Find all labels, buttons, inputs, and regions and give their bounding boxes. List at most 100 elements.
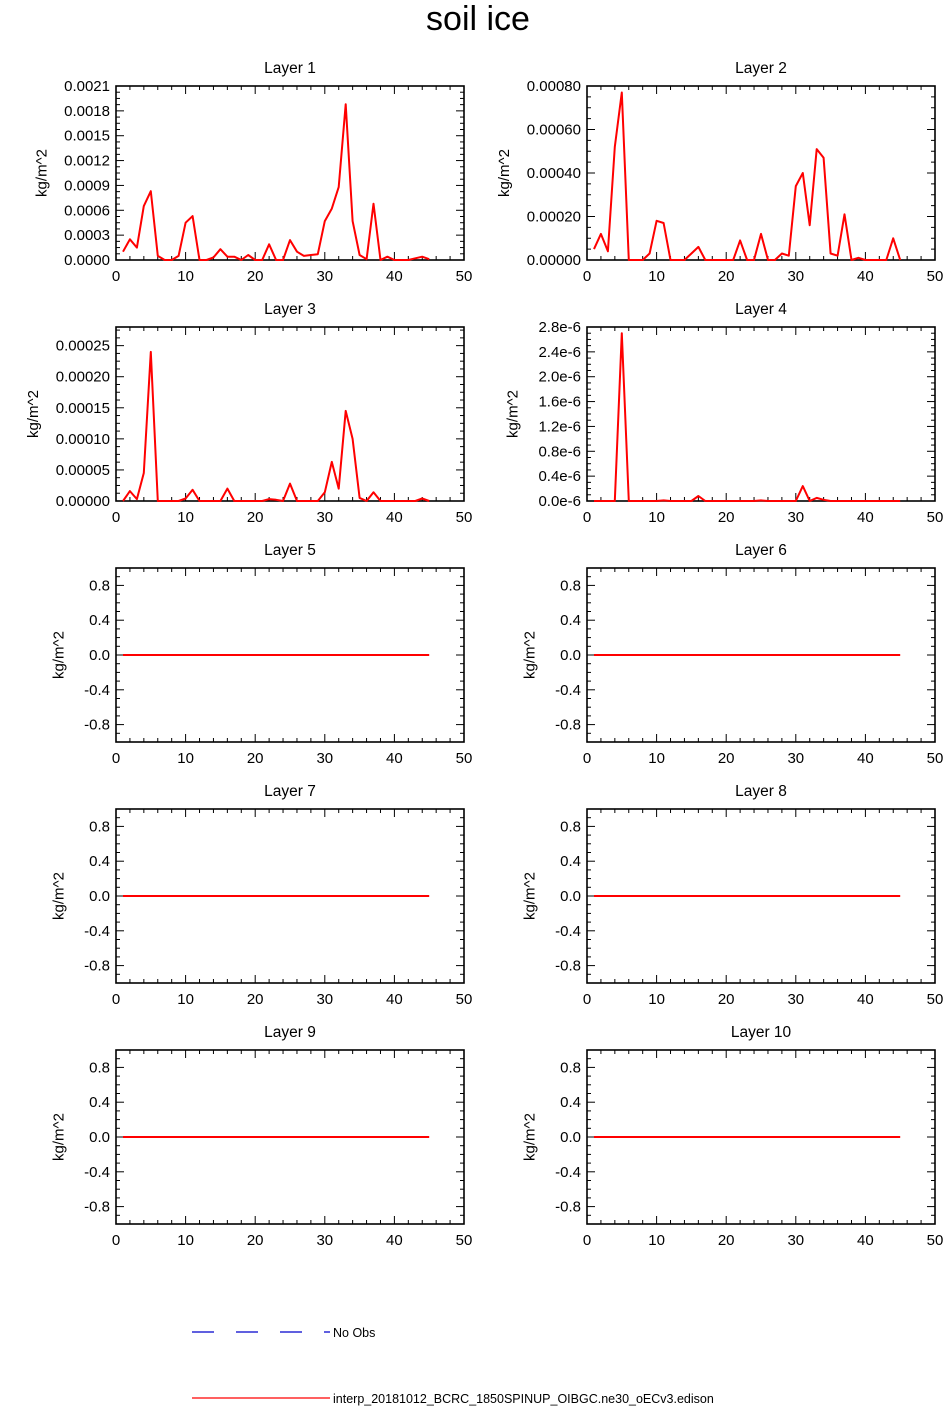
x-tick-label: 20 (718, 750, 735, 767)
y-tick-label: 0.8 (560, 818, 581, 835)
y-tick-label: 0.00000 (527, 252, 581, 269)
x-tick-label: 0 (583, 1232, 591, 1249)
x-tick-label: 20 (718, 268, 735, 285)
y-tick-label: 0.00020 (527, 209, 581, 226)
y-tick-label: 0.0009 (64, 177, 110, 194)
y-tick-label: 0.0000 (64, 252, 110, 269)
y-tick-label: -0.4 (555, 682, 581, 699)
panel-layer-7: Layer 7 0 10 20 30 40 50 -0.8 -0.4 0.0 0.4 0.8 kg/m^… (51, 783, 473, 1008)
series-line (122, 350, 430, 502)
x-tick-label: 50 (927, 1232, 944, 1249)
plot-frame (586, 326, 936, 502)
y-tick-label: 0.0 (560, 1129, 581, 1146)
y-tick-label: 0.0021 (64, 78, 110, 95)
y-tick-label: 0.4e-6 (538, 468, 581, 485)
series-line (122, 103, 430, 261)
x-tick-label: 20 (247, 509, 264, 526)
y-tick-label: 0.0012 (64, 153, 110, 170)
x-tick-label: 0 (112, 268, 120, 285)
y-tick-label: 0.00080 (527, 78, 581, 95)
y-tick-label: -0.8 (84, 1199, 110, 1216)
legend-label-no-obs: No Obs (333, 1326, 375, 1340)
y-tick-label: 0.8 (560, 1059, 581, 1076)
x-tick-label: 10 (177, 509, 194, 526)
x-tick-label: 30 (787, 268, 804, 285)
x-tick-label: 50 (927, 268, 944, 285)
y-axis-label: kg/m^2 (51, 1113, 68, 1161)
panel-title: Layer 10 (731, 1024, 792, 1041)
y-tick-label: 0.00040 (527, 165, 581, 182)
x-tick-label: 20 (718, 1232, 735, 1249)
panel-layer-5: Layer 5 0 10 20 30 40 50 -0.8 -0.4 0.0 0.4 0.8 kg/m^… (51, 542, 473, 767)
y-tick-label: -0.4 (84, 682, 110, 699)
y-tick-label: 0.00015 (56, 400, 110, 417)
x-tick-label: 40 (386, 509, 403, 526)
y-tick-label: 0.0003 (64, 227, 110, 244)
y-axis-label: kg/m^2 (496, 149, 513, 197)
panel-layer-9: Layer 9 0 10 20 30 40 50 -0.8 -0.4 0.0 0.4 0.8 kg/m^… (51, 1024, 473, 1249)
y-tick-label: -0.4 (84, 1164, 110, 1181)
x-tick-label: 50 (927, 509, 944, 526)
y-tick-label: -0.4 (555, 923, 581, 940)
x-tick-label: 10 (648, 1232, 665, 1249)
y-axis-label: kg/m^2 (522, 1113, 539, 1161)
x-tick-label: 0 (583, 509, 591, 526)
panel-layer-1: Layer 1 0 10 20 30 40 50 0.0000 0.0003 0.0006 0.00… (33, 60, 472, 285)
panel-layer-10: Layer 10 0 10 20 30 40 50 -0.8 -0.4 0.0 0.4 0.8 kg/m… (522, 1024, 944, 1249)
y-axis-label: kg/m^2 (504, 390, 521, 438)
x-tick-label: 50 (456, 1232, 473, 1249)
y-axis-label: kg/m^2 (33, 149, 50, 197)
y-tick-label: 0.0 (89, 647, 110, 664)
y-tick-label: 0.0e-6 (538, 493, 581, 510)
y-tick-label: 0.0 (560, 647, 581, 664)
plot-frame (115, 85, 465, 261)
y-tick-label: 0.00010 (56, 431, 110, 448)
panels-group: Layer 10 10 20 30 40 500.00000.00030.00060.00… (25, 60, 944, 1249)
y-axis-label: kg/m^2 (522, 872, 539, 920)
y-tick-label: 2.8e-6 (538, 319, 581, 336)
x-tick-label: 10 (177, 991, 194, 1008)
x-tick-label: 30 (316, 268, 333, 285)
x-tick-label: 40 (386, 750, 403, 767)
x-tick-label: 20 (247, 991, 264, 1008)
y-tick-label: 0.00005 (56, 462, 110, 479)
x-tick-label: 10 (648, 509, 665, 526)
x-tick-label: 50 (927, 991, 944, 1008)
y-tick-label: 0.8 (89, 818, 110, 835)
y-tick-label: -0.8 (555, 717, 581, 734)
x-tick-label: 20 (247, 750, 264, 767)
panel-title: Layer 6 (735, 542, 787, 559)
x-tick-label: 30 (787, 509, 804, 526)
panel-title: Layer 4 (735, 301, 787, 318)
x-tick-label: 10 (177, 268, 194, 285)
panel-title: Layer 7 (264, 783, 316, 800)
y-tick-label: 0.0015 (64, 128, 110, 145)
x-tick-label: 0 (112, 991, 120, 1008)
x-tick-label: 20 (247, 1232, 264, 1249)
x-tick-label: 30 (787, 1232, 804, 1249)
x-tick-label: 0 (112, 1232, 120, 1249)
y-tick-label: -0.8 (84, 958, 110, 975)
y-tick-label: -0.4 (84, 923, 110, 940)
y-tick-label: -0.8 (555, 958, 581, 975)
y-tick-label: 0.00060 (527, 122, 581, 139)
y-tick-label: 0.00020 (56, 369, 110, 386)
x-tick-label: 0 (583, 268, 591, 285)
y-tick-label: 2.4e-6 (538, 344, 581, 361)
y-tick-label: 0.4 (89, 612, 110, 629)
y-tick-label: 0.8 (89, 1059, 110, 1076)
x-tick-label: 10 (177, 750, 194, 767)
x-tick-label: 40 (857, 1232, 874, 1249)
x-tick-label: 30 (316, 750, 333, 767)
y-axis-label: kg/m^2 (25, 390, 42, 438)
legend: No Obs interp_20181012_BCRC_1850SPINUP_O… (192, 1326, 714, 1406)
x-tick-label: 50 (456, 268, 473, 285)
x-tick-label: 40 (857, 991, 874, 1008)
y-tick-label: 0.4 (89, 1094, 110, 1111)
y-axis-label: kg/m^2 (522, 631, 539, 679)
panel-title: Layer 2 (735, 60, 787, 77)
y-tick-label: 0.00000 (56, 493, 110, 510)
panel-layer-4: Layer 4 0 10 20 30 40 50 0.0e-6 0.4e-6 0.8e-6 1.2e… (504, 301, 943, 526)
panel-layer-2: Layer 2 0 10 20 30 40 50 0.00000 0.00020 0.00040 0… (496, 60, 944, 285)
